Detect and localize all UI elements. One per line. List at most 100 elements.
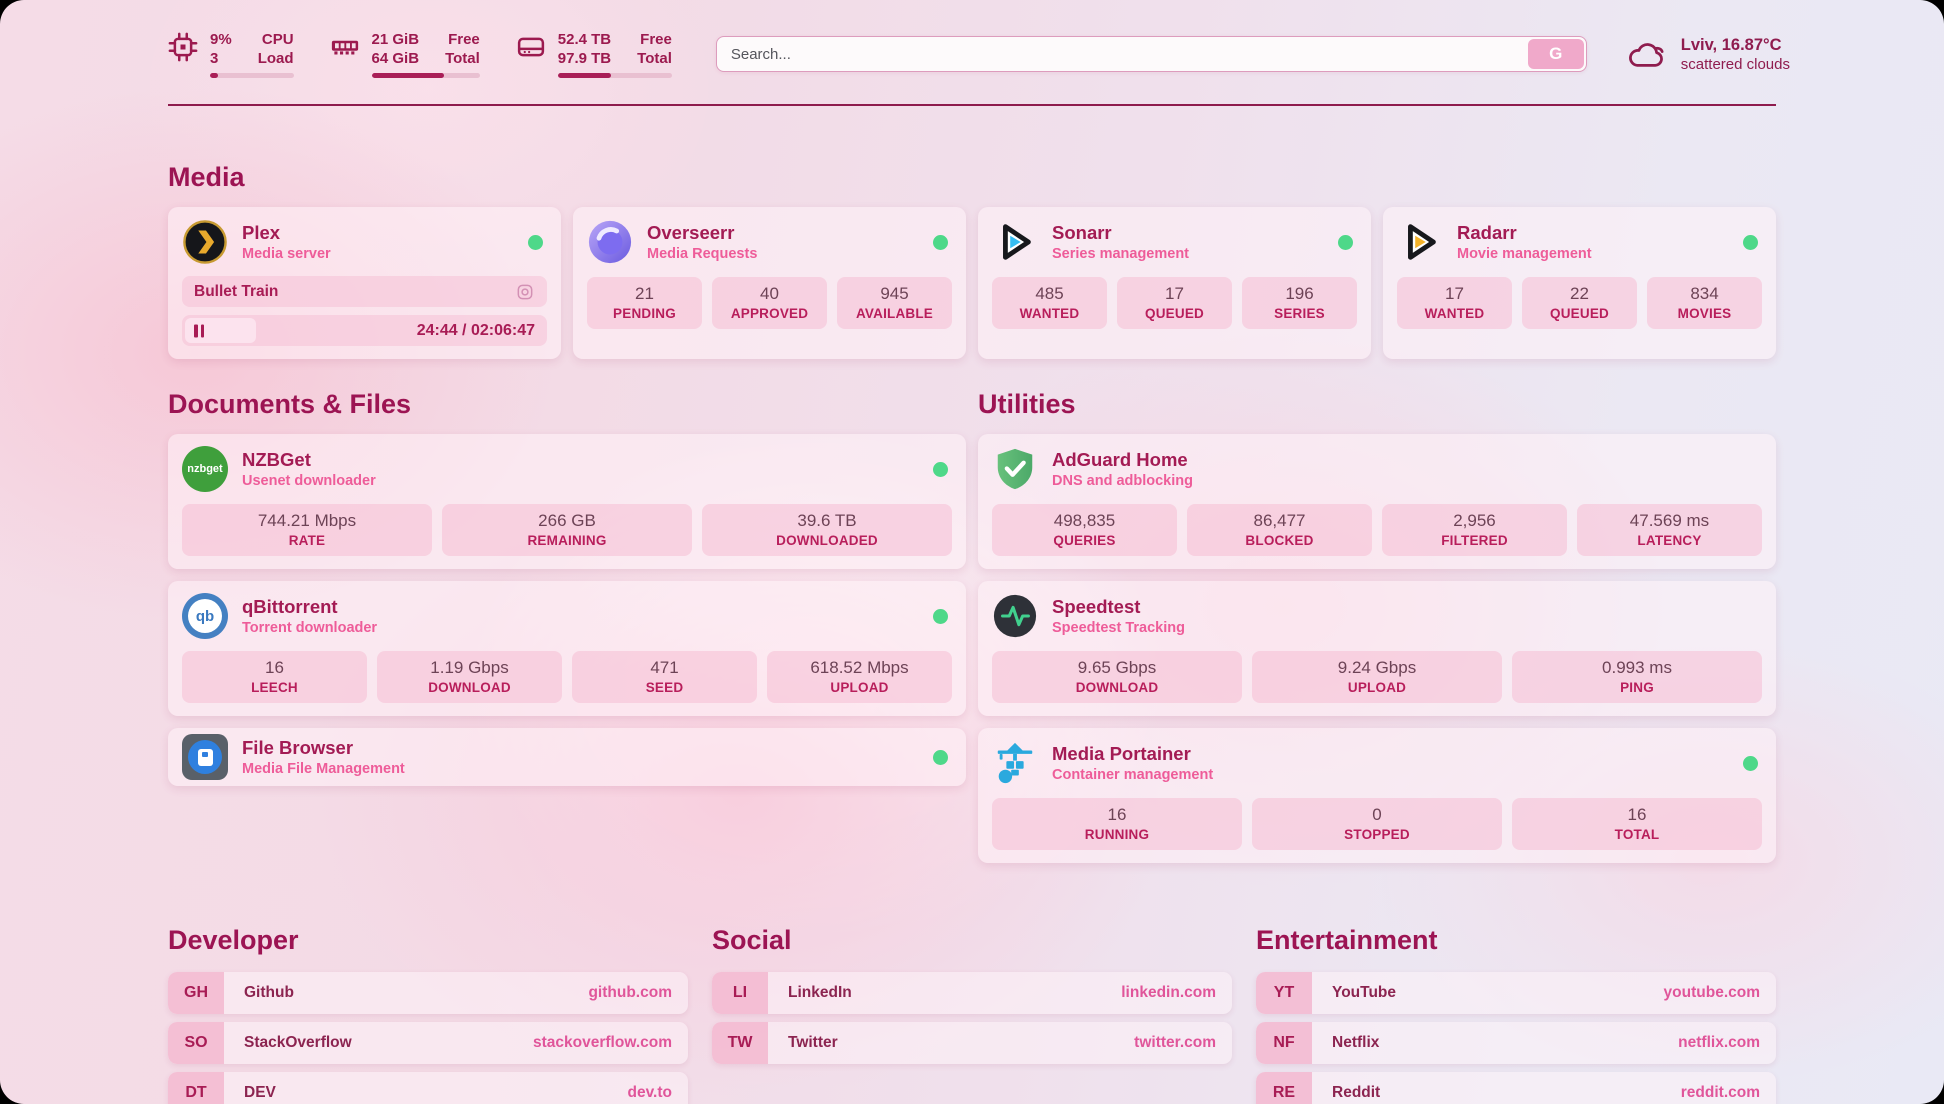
bookmark-abbr: SO xyxy=(168,1022,224,1064)
status-dot xyxy=(933,608,948,624)
cpu-label-top: CPU xyxy=(261,31,294,48)
now-playing-row: Bullet Train xyxy=(182,276,547,307)
radarr-card[interactable]: Radarr Movie management 17 WANTED 22 QUE… xyxy=(1383,207,1776,359)
stat-stopped: 0 STOPPED xyxy=(1252,798,1502,850)
bookmark-abbr: NF xyxy=(1256,1022,1312,1064)
bookmark-stackoverflow[interactable]: SO StackOverflow stackoverflow.com xyxy=(168,1022,688,1064)
stat-latency: 47.569 ms LATENCY xyxy=(1577,504,1762,556)
stat-downloaded: 39.6 TB DOWNLOADED xyxy=(702,504,952,556)
bookmark-abbr: DT xyxy=(168,1072,224,1104)
filebrowser-icon xyxy=(182,734,228,780)
section-title-documents: Documents & Files xyxy=(168,389,412,419)
search-input[interactable] xyxy=(716,37,1526,71)
memory-stat: 21 GiB Free 64 GiB Total xyxy=(330,30,480,78)
plex-icon xyxy=(182,219,228,265)
bookmark-name: Github xyxy=(244,984,294,1001)
bookmark-linkedin[interactable]: LI LinkedIn linkedin.com xyxy=(712,972,1232,1014)
bookmark-url: youtube.com xyxy=(1663,984,1760,1001)
qbittorrent-card[interactable]: qb qBittorrent Torrent downloader 16 LEE… xyxy=(168,581,966,716)
cpu-usage-bar xyxy=(210,73,294,78)
status-dot xyxy=(1338,234,1353,250)
stat-queries: 498,835 QUERIES xyxy=(992,504,1177,556)
bookmark-github[interactable]: GH Github github.com xyxy=(168,972,688,1014)
bookmark-abbr: GH xyxy=(168,972,224,1014)
app-name: Sonarr xyxy=(1052,222,1112,243)
bookmark-name: Twitter xyxy=(788,1034,838,1051)
section-title-developer: Developer xyxy=(168,925,299,955)
memory-label-top: Free xyxy=(448,31,480,48)
disk-label-bottom: Total xyxy=(637,50,672,67)
stat-total: 16 TOTAL xyxy=(1512,798,1762,850)
section-title-utilities: Utilities xyxy=(978,389,1076,419)
bookmark-url: linkedin.com xyxy=(1121,984,1216,1001)
memory-label-bottom: Total xyxy=(445,50,480,67)
section-developer: Developer GH Github github.com SO StackO… xyxy=(168,925,688,1104)
stat-download: 9.65 Gbps DOWNLOAD xyxy=(992,651,1242,703)
stat-queued: 17 QUEUED xyxy=(1117,277,1232,329)
stat-approved: 40 APPROVED xyxy=(712,277,827,329)
weather-condition: scattered clouds xyxy=(1680,55,1790,73)
bookmark-dev[interactable]: DT DEV dev.to xyxy=(168,1072,688,1104)
filebrowser-card[interactable]: File Browser Media File Management xyxy=(168,728,966,786)
qbittorrent-icon: qb xyxy=(182,593,228,639)
nzbget-icon: nzbget xyxy=(182,446,228,492)
bookmark-name: Reddit xyxy=(1332,1084,1381,1101)
header: 9% CPU 3 Load xyxy=(0,0,1944,78)
playback-progress-bar: 24:44 / 02:06:47 xyxy=(182,315,547,346)
bookmark-netflix[interactable]: NF Netflix netflix.com xyxy=(1256,1022,1776,1064)
portainer-crane-icon xyxy=(992,740,1038,786)
stat-queued: 22 QUEUED xyxy=(1522,277,1637,329)
status-dot xyxy=(1743,755,1758,771)
bookmark-name: StackOverflow xyxy=(244,1034,352,1051)
section-media: Media Plex Media server xyxy=(168,162,1776,359)
sonarr-icon xyxy=(992,219,1038,265)
stat-blocked: 86,477 BLOCKED xyxy=(1187,504,1372,556)
status-dot xyxy=(528,234,543,250)
section-entertainment: Entertainment YT YouTube youtube.com NF … xyxy=(1256,925,1776,1104)
stat-movies: 834 MOVIES xyxy=(1647,277,1762,329)
bookmark-name: LinkedIn xyxy=(788,984,852,1001)
app-subtitle: Container management xyxy=(1052,767,1214,783)
cpu-chip-icon xyxy=(168,32,198,62)
app-name: Radarr xyxy=(1457,222,1517,243)
app-name: File Browser xyxy=(242,737,354,758)
overseerr-card[interactable]: Overseerr Media Requests 21 PENDING 40 A… xyxy=(573,207,966,359)
bookmark-youtube[interactable]: YT YouTube youtube.com xyxy=(1256,972,1776,1014)
status-dot xyxy=(933,234,948,250)
search-bar: G xyxy=(715,36,1587,72)
section-title-entertainment: Entertainment xyxy=(1256,925,1438,955)
bookmark-twitter[interactable]: TW Twitter twitter.com xyxy=(712,1022,1232,1064)
disk-drive-icon xyxy=(516,32,546,62)
stat-upload: 9.24 Gbps UPLOAD xyxy=(1252,651,1502,703)
memory-total-value: 64 GiB xyxy=(371,50,420,67)
bookmark-abbr: LI xyxy=(712,972,768,1014)
ram-icon xyxy=(330,32,360,62)
bookmark-name: DEV xyxy=(244,1084,276,1101)
sonarr-card[interactable]: Sonarr Series management 485 WANTED 17 Q… xyxy=(978,207,1371,359)
app-subtitle: Usenet downloader xyxy=(242,473,376,489)
app-subtitle: Series management xyxy=(1052,246,1190,262)
pause-icon xyxy=(194,324,204,337)
bookmark-reddit[interactable]: RE Reddit reddit.com xyxy=(1256,1072,1776,1104)
portainer-card[interactable]: Media Portainer Container management 16 … xyxy=(978,728,1776,863)
header-divider xyxy=(168,104,1776,106)
app-subtitle: Torrent downloader xyxy=(242,620,378,636)
status-dot xyxy=(933,749,948,765)
search-engine-button[interactable]: G xyxy=(1527,39,1584,69)
overseerr-icon xyxy=(587,219,633,265)
section-utilities: Utilities AdGuard Home xyxy=(978,389,1776,875)
bookmark-abbr: TW xyxy=(712,1022,768,1064)
plex-card[interactable]: Plex Media server Bullet Train xyxy=(168,207,561,359)
disk-usage-bar xyxy=(557,73,672,78)
adguard-card[interactable]: AdGuard Home DNS and adblocking 498,835 … xyxy=(978,434,1776,569)
media-session-icon xyxy=(515,282,535,302)
nzbget-card[interactable]: nzbget NZBGet Usenet downloader 744.21 M… xyxy=(168,434,966,569)
speedtest-card[interactable]: Speedtest Speedtest Tracking 9.65 Gbps D… xyxy=(978,581,1776,716)
stat-download: 1.19 Gbps DOWNLOAD xyxy=(377,651,562,703)
system-stats: 9% CPU 3 Load xyxy=(168,30,672,78)
stat-ping: 0.993 ms PING xyxy=(1512,651,1762,703)
playback-time: 24:44 / 02:06:47 xyxy=(416,321,535,339)
app-name: NZBGet xyxy=(242,449,311,470)
stat-wanted: 485 WANTED xyxy=(992,277,1107,329)
